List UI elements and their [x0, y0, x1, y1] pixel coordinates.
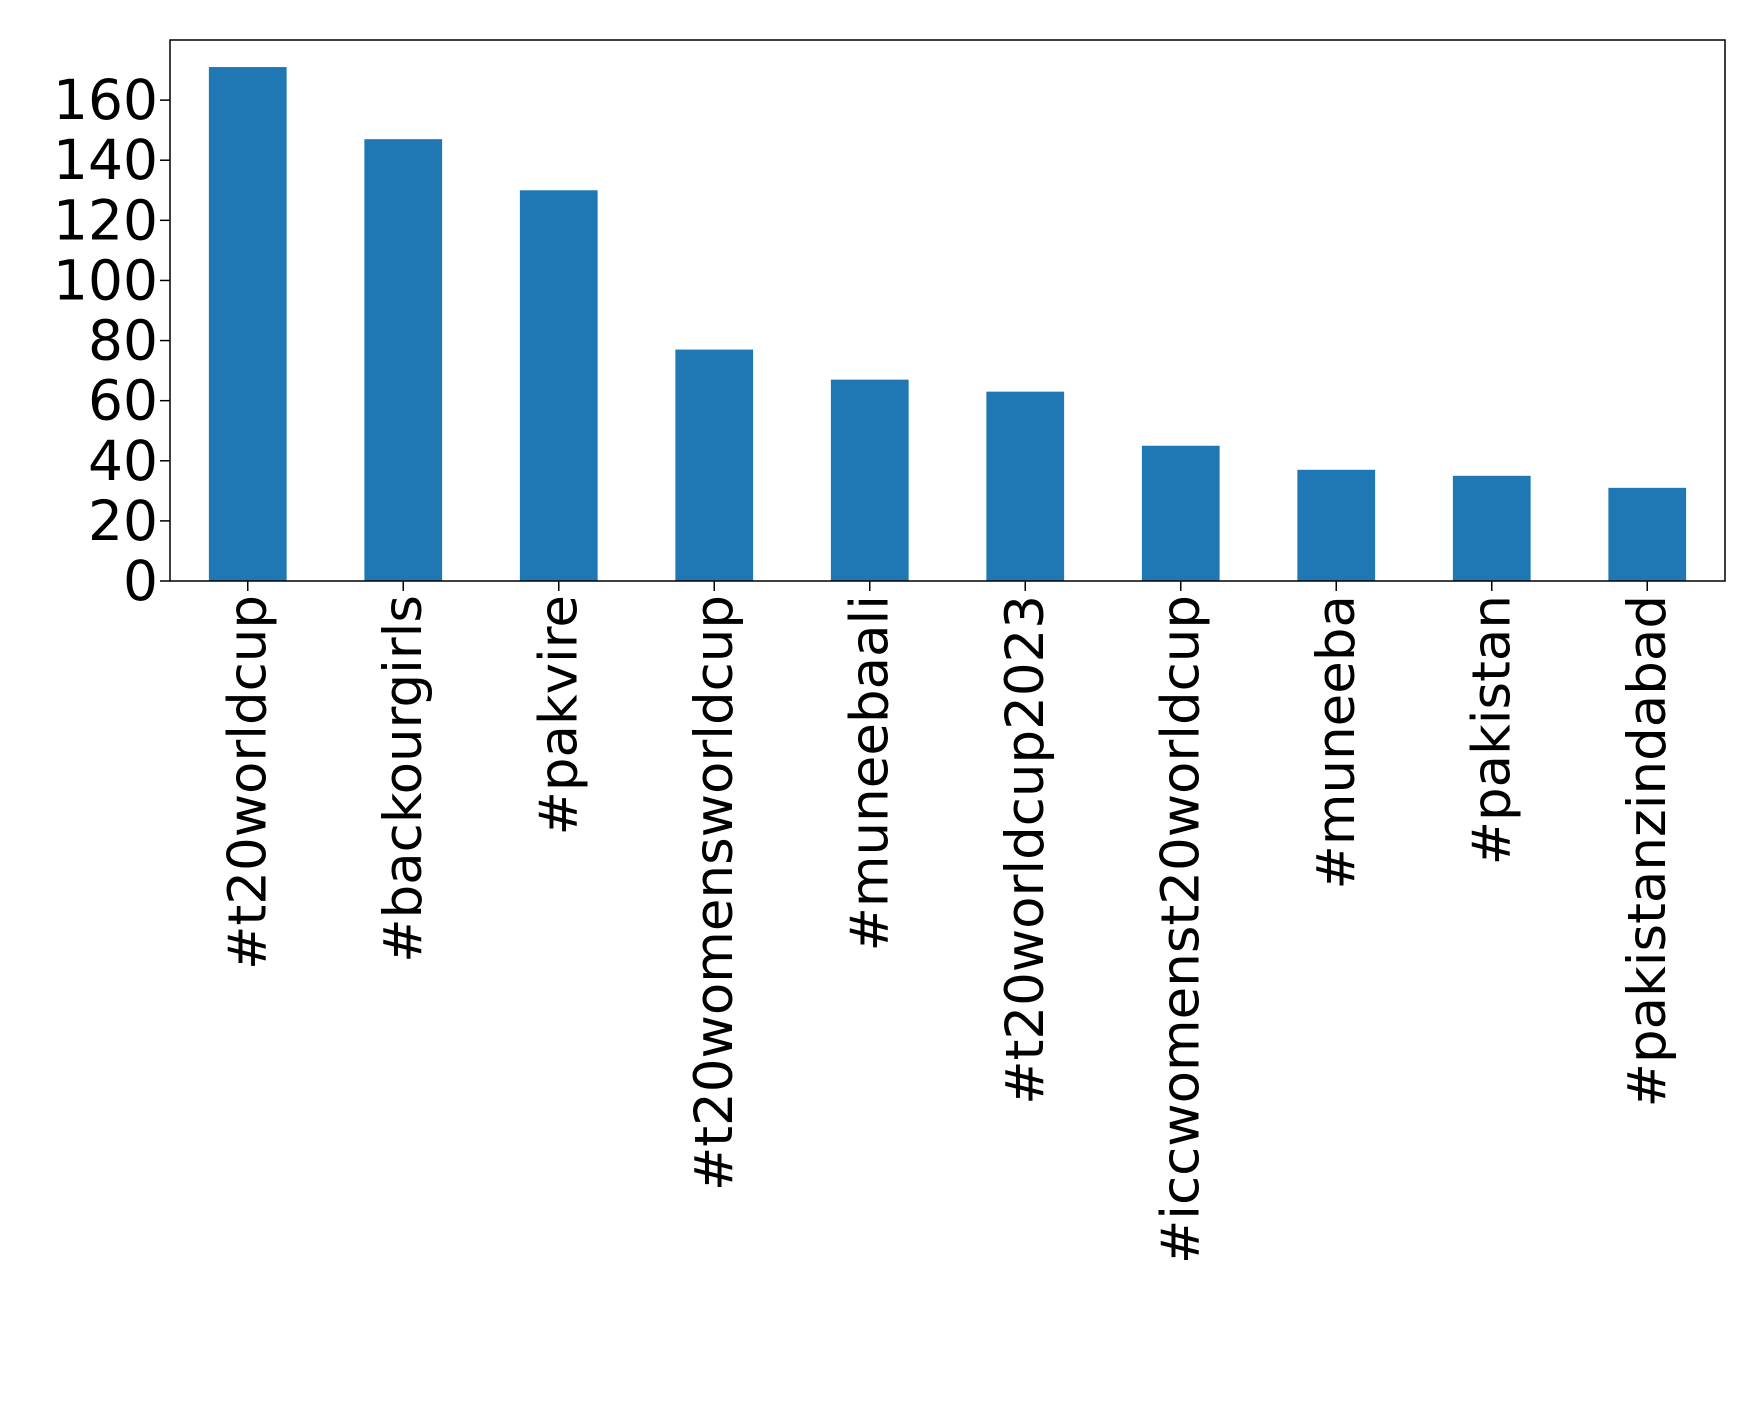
- plot-frame: [169, 39, 1726, 582]
- x-tick-label: #t20worldcup2023: [995, 595, 1056, 1105]
- x-axis: #t20worldcup #backourgirls #pakvire #t20wom…: [217, 581, 1678, 1264]
- bar-t20womensworldcup: [675, 349, 754, 581]
- bar-pakistanzindabad: [1608, 487, 1687, 581]
- y-tick-label: 120: [53, 188, 158, 252]
- x-tick-label: #t20worldcup: [217, 595, 278, 970]
- y-tick-label: 140: [53, 128, 158, 192]
- bar-pakistan: [1452, 475, 1531, 581]
- x-tick-label: #t20womensworldcup: [684, 595, 745, 1191]
- bar-iccwomenst20worldcup: [1141, 445, 1220, 581]
- y-tick-label: 40: [88, 429, 158, 493]
- x-tick-label: #backourgirls: [373, 595, 434, 963]
- y-tick-label: 80: [88, 309, 158, 373]
- x-tick-label: #pakistanzindabad: [1617, 595, 1678, 1107]
- bar-backourgirls: [364, 139, 443, 581]
- bar-muneebaali: [830, 379, 909, 581]
- x-tick-label: #pakvire: [528, 595, 589, 836]
- y-tick-label: 20: [88, 489, 158, 553]
- y-tick-label: 100: [53, 248, 158, 312]
- bars-group: [208, 67, 1687, 582]
- bar-t20worldcup: [208, 67, 287, 582]
- bar-pakvire: [519, 190, 598, 581]
- x-tick-label: #iccwomenst20worldcup: [1150, 595, 1211, 1264]
- x-tick-label: #pakistan: [1461, 595, 1522, 865]
- y-tick-label: 60: [88, 369, 158, 433]
- x-tick-label: #muneebaali: [839, 595, 900, 951]
- bar-muneeba: [1297, 469, 1376, 581]
- x-tick-label: #muneeba: [1306, 595, 1367, 890]
- y-tick-label: 160: [53, 68, 158, 132]
- y-tick-label: 0: [123, 549, 158, 613]
- bar-t20worldcup2023: [986, 391, 1065, 581]
